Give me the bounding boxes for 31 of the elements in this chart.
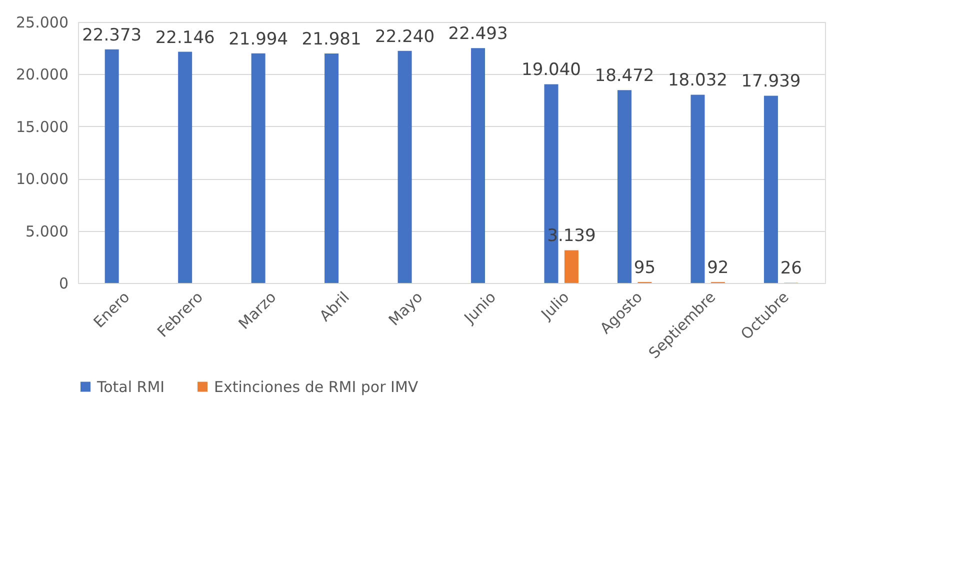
data-label: 18.472 xyxy=(594,66,654,86)
data-label: 17.939 xyxy=(741,72,801,92)
y-tick-label: 5.000 xyxy=(26,222,68,240)
data-label: 22.373 xyxy=(82,25,142,46)
y-tick-label: 0 xyxy=(58,274,68,292)
data-label: 22.240 xyxy=(375,26,435,47)
y-tick-label: 15.000 xyxy=(16,118,68,136)
y-tick-label: 20.000 xyxy=(16,66,68,84)
bar xyxy=(324,54,339,283)
bar xyxy=(104,49,119,283)
data-label: 21.981 xyxy=(302,30,362,50)
bar xyxy=(564,250,578,283)
y-tick-label: 25.000 xyxy=(16,14,68,32)
legend-label: Extinciones de RMI por IMV xyxy=(214,378,419,396)
bar xyxy=(690,94,705,283)
data-label: 92 xyxy=(707,258,729,278)
data-label: 22.146 xyxy=(155,28,215,48)
data-label: 22.493 xyxy=(448,24,508,44)
data-label: 21.994 xyxy=(228,29,288,50)
bar xyxy=(398,50,412,283)
data-label: 18.032 xyxy=(668,70,728,91)
legend-label: Total RMI xyxy=(96,378,165,396)
bar xyxy=(764,96,778,283)
data-label: 26 xyxy=(780,258,802,279)
bar xyxy=(251,53,266,283)
data-label: 19.040 xyxy=(522,60,581,80)
bar xyxy=(178,52,192,283)
y-tick-label: 10.000 xyxy=(16,170,68,188)
data-label: 95 xyxy=(634,258,656,278)
bar xyxy=(471,48,486,283)
bar xyxy=(617,90,632,283)
